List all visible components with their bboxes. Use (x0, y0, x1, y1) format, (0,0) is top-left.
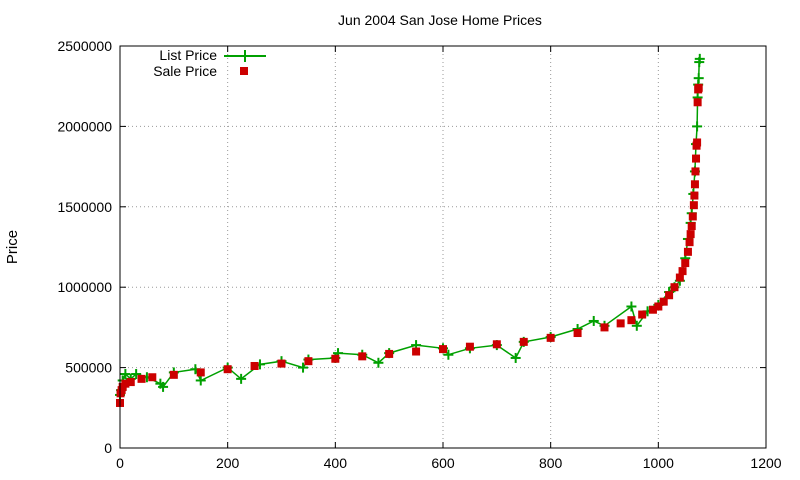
sale-price-point (675, 273, 684, 282)
sale-price-point (304, 357, 313, 366)
sale-price-point (627, 316, 636, 325)
sale-price-point (465, 342, 474, 351)
sale-price-point (277, 359, 286, 368)
sale-price-point (690, 180, 699, 189)
legend-label-list-price: List Price (159, 47, 217, 63)
sale-price-point (693, 98, 702, 107)
list-price-point (510, 352, 521, 363)
list-price-point (158, 381, 169, 392)
sale-price-point (148, 373, 157, 382)
y-tick-label: 1500000 (57, 199, 112, 215)
list-price-point (626, 301, 637, 312)
list-price-point (298, 362, 309, 373)
sale-price-point (250, 361, 259, 370)
sale-price-point (691, 167, 700, 176)
sale-price-point (694, 83, 703, 92)
sale-price-point (331, 354, 340, 363)
legend-label-sale-price: Sale Price (153, 63, 217, 79)
list-price-point (693, 73, 704, 84)
sale-price-point (692, 154, 701, 163)
sale-price-point (573, 329, 582, 338)
y-tick-label: 500000 (65, 360, 112, 376)
sale-price-point (681, 259, 690, 268)
sale-price-point (690, 191, 699, 200)
sale-price-point (638, 310, 647, 319)
y-tick-label: 0 (104, 440, 112, 456)
list-price-point (692, 121, 703, 132)
list-price-point (131, 369, 142, 380)
sale-price-point (546, 333, 555, 342)
x-tick-label: 400 (324, 455, 348, 471)
legend: List Price Sale Price (153, 47, 266, 79)
sale-price-point (688, 212, 697, 221)
chart-title: Jun 2004 San Jose Home Prices (338, 12, 542, 28)
list-price-point (120, 369, 131, 380)
sale-price-point (678, 267, 687, 276)
y-tick-label: 2000000 (57, 118, 112, 134)
sale-price-point (654, 302, 663, 311)
sale-price-point (385, 349, 394, 358)
plot-points (115, 53, 705, 407)
x-tick-label: 1200 (750, 455, 781, 471)
sale-price-point (687, 222, 696, 231)
sale-price-point (659, 297, 668, 306)
legend-marker-sale-price (240, 67, 248, 75)
y-tick-label: 1000000 (57, 279, 112, 295)
sale-price-point (665, 291, 674, 300)
sale-price-point (492, 340, 501, 349)
plot-frame (119, 45, 767, 449)
sale-price-point (670, 283, 679, 292)
sale-price-point (689, 201, 698, 210)
x-tick-label: 0 (116, 455, 124, 471)
sale-price-point (169, 370, 178, 379)
series-sale-price (116, 83, 703, 407)
sale-price-point (137, 374, 146, 383)
x-tick-label: 200 (216, 455, 240, 471)
y-axis-label: Price (4, 230, 21, 264)
sale-price-point (600, 323, 609, 332)
sale-price-point (693, 138, 702, 147)
ticks: 0 200 400 600 800 1000 1200 0 500000 1000000 15000… (57, 38, 781, 471)
sale-price-point (412, 347, 421, 356)
sale-price-point (126, 378, 135, 387)
sale-price-point (439, 345, 447, 354)
sale-price-point (683, 247, 692, 256)
list-price-point (588, 315, 599, 326)
sale-price-point (686, 230, 695, 239)
sale-price-point (519, 337, 528, 346)
list-price-point (236, 373, 247, 384)
sale-price-point (358, 352, 367, 361)
x-tick-label: 800 (539, 455, 563, 471)
y-tick-label: 2500000 (57, 38, 112, 54)
sale-price-point (223, 365, 232, 374)
sale-price-point (196, 368, 205, 377)
grid (120, 46, 766, 448)
legend-marker-list-price (239, 50, 251, 62)
x-tick-label: 1000 (643, 455, 674, 471)
x-tick-label: 600 (431, 455, 455, 471)
sale-price-point (616, 319, 625, 328)
list-price-point (443, 349, 454, 360)
sale-price-point (121, 379, 130, 388)
sale-price-point (685, 238, 694, 247)
list-price-point (373, 357, 384, 368)
sale-price-point (648, 305, 657, 314)
list-price-point (694, 53, 705, 64)
list-price-point (631, 320, 642, 331)
list-price-point (195, 375, 206, 386)
